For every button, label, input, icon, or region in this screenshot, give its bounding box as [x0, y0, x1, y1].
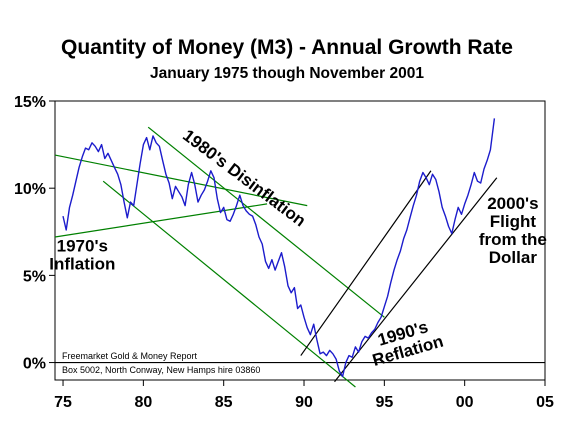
- source-line-2: Box 5002, North Conway, New Hamps hire 0…: [62, 365, 260, 375]
- x-tick-label: 80: [134, 394, 152, 411]
- y-tick-label: 15%: [14, 94, 46, 111]
- series-line-m3: [62, 118, 496, 378]
- chart-subtitle: January 1975 though November 2001: [150, 65, 424, 82]
- x-tick-label: 00: [456, 394, 474, 411]
- source-line-1: Freemarket Gold & Money Report: [62, 351, 198, 361]
- trend-channels: [54, 126, 498, 388]
- x-tick-label: 90: [295, 394, 313, 411]
- x-tick-label: 75: [54, 394, 72, 411]
- x-tick-label: 95: [375, 394, 393, 411]
- chart-annotation: 1970's Inflation: [49, 236, 115, 273]
- y-tick-label: 10%: [14, 181, 46, 198]
- trend-channel-line: [54, 154, 308, 207]
- chart-annotation: 2000's Flight from the Dollar: [479, 194, 547, 267]
- y-tick-label: 5%: [23, 268, 46, 285]
- x-axis: 75 80 85 90 95 00 05: [54, 380, 554, 411]
- chart-title: Quantity of Money (M3) - Annual Growth R…: [61, 36, 513, 59]
- y-tick-label: 0%: [23, 356, 46, 373]
- x-tick-label: 05: [536, 394, 554, 411]
- trend-channel-line: [147, 126, 385, 318]
- trend-channel-line: [54, 203, 268, 238]
- x-tick-label: 85: [215, 394, 233, 411]
- y-axis: 0% 5% 10% 15%: [14, 94, 55, 373]
- trend-channel-line: [102, 180, 356, 388]
- trend-channel-line: [300, 170, 432, 356]
- trend-channel-line: [334, 177, 498, 383]
- plot-area: [54, 100, 546, 381]
